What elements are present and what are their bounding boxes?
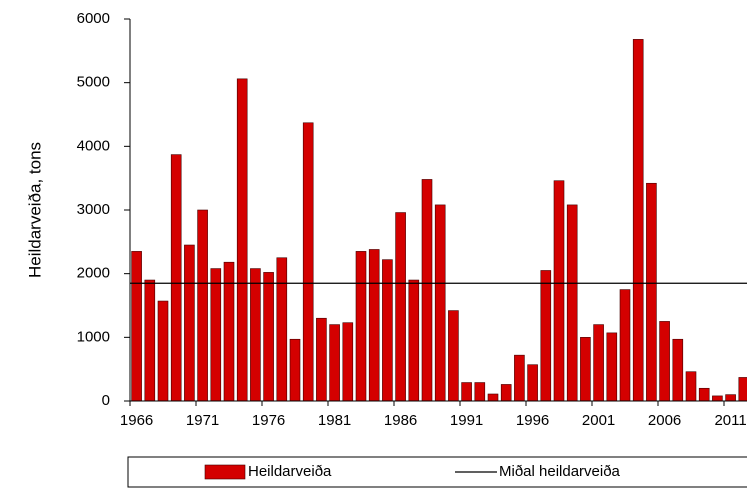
bar	[263, 272, 274, 402]
bar	[382, 259, 393, 402]
x-tick-label: 1981	[318, 412, 351, 429]
y-tick-label: 0	[102, 392, 110, 409]
bar	[289, 338, 301, 402]
y-tick-label: 5000	[77, 74, 110, 91]
bar	[250, 268, 261, 402]
x-tick-label: 1971	[186, 412, 219, 429]
x-tick-label: 1986	[384, 412, 417, 429]
y-tick-label: 3000	[77, 201, 110, 218]
bar	[157, 300, 169, 402]
bar	[632, 39, 644, 402]
legend-label: Miðal heildarveiða	[499, 463, 621, 480]
bar	[487, 393, 499, 402]
bar	[342, 322, 354, 402]
bar	[659, 321, 670, 402]
bar	[448, 310, 459, 402]
bar	[606, 332, 618, 402]
y-tick-label: 2000	[77, 265, 110, 282]
bar	[461, 382, 472, 402]
bar	[329, 324, 340, 402]
bar	[276, 257, 288, 402]
bar	[540, 270, 552, 402]
y-tick-label: 1000	[77, 328, 110, 345]
x-tick-label: 1996	[516, 412, 549, 429]
bar	[434, 204, 446, 402]
bar	[698, 387, 710, 402]
bar	[131, 251, 142, 402]
bar	[236, 78, 248, 402]
bar	[184, 244, 195, 402]
bar	[395, 212, 406, 402]
bar	[368, 249, 380, 402]
bar	[646, 182, 657, 402]
y-tick-label: 6000	[77, 10, 110, 27]
bar	[527, 364, 538, 402]
bar	[316, 317, 327, 402]
x-tick-label: 1976	[252, 412, 285, 429]
bar	[302, 122, 314, 402]
bar	[197, 209, 208, 402]
bar	[672, 338, 684, 402]
x-tick-label: 2001	[582, 412, 615, 429]
bar	[725, 394, 736, 402]
x-tick-label: 2006	[648, 412, 681, 429]
bar	[593, 324, 604, 402]
legend-swatch	[204, 464, 246, 480]
bar	[738, 377, 747, 402]
x-tick-label: 1966	[120, 412, 153, 429]
bar	[500, 384, 512, 402]
y-tick-label: 4000	[77, 137, 110, 154]
bar	[408, 279, 420, 402]
bar	[210, 268, 222, 402]
bar	[566, 204, 578, 402]
bar	[553, 180, 565, 402]
y-axis-label: Heildarveiða, tons	[25, 142, 44, 278]
legend-label: Heildarveiða	[248, 463, 332, 480]
bar	[514, 354, 525, 402]
x-tick-label: 1991	[450, 412, 483, 429]
bar	[712, 395, 723, 402]
x-tick-label: 2011	[714, 412, 746, 429]
bar	[170, 154, 182, 402]
bar	[474, 382, 486, 402]
bar	[619, 289, 631, 402]
bar	[685, 371, 697, 402]
bar	[421, 179, 433, 402]
bar	[355, 251, 367, 402]
bar	[144, 279, 156, 402]
bar	[580, 337, 591, 402]
